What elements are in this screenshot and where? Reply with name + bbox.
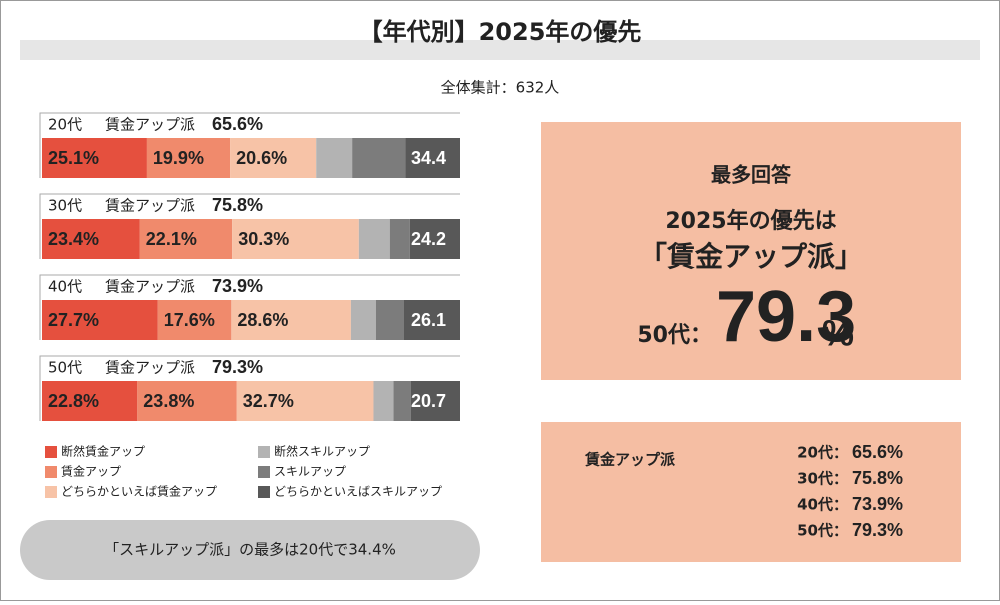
bar-segment <box>358 219 390 259</box>
highlight-value: 79.3 <box>716 277 856 357</box>
legend-swatch <box>258 466 270 478</box>
bar-segment <box>236 381 374 421</box>
legend-label: スキルアップ <box>274 465 346 479</box>
row-total: 73.9% <box>212 276 263 296</box>
bar-segment <box>350 300 376 340</box>
skill-total: 24.2 <box>411 229 446 249</box>
legend-swatch <box>45 486 57 498</box>
highlight-box <box>541 122 961 380</box>
summary-value: 75.8% <box>852 468 903 488</box>
bar-segment <box>403 300 460 340</box>
bar-segment <box>373 381 394 421</box>
summary-label: 20代： <box>797 444 848 462</box>
note-pill <box>20 520 480 580</box>
legend-swatch <box>258 486 270 498</box>
segment-label: 19.9% <box>153 148 204 168</box>
row-label: 50代 <box>48 359 82 377</box>
row-group: 賃金アップ派 <box>105 359 195 377</box>
bar-segment <box>232 219 359 259</box>
bar-segment <box>409 219 460 259</box>
skill-total: 20.7 <box>411 391 446 411</box>
summary-value: 65.6% <box>852 442 903 462</box>
row-group: 賃金アップ派 <box>105 197 195 215</box>
bar-segment <box>316 138 353 178</box>
summary-title: 賃金アップ派 <box>584 451 676 469</box>
segment-label: 22.1% <box>146 229 197 249</box>
legend-label: どちらかといえばスキルアップ <box>274 485 442 499</box>
bar-segment <box>410 381 460 421</box>
segment-label: 22.8% <box>48 391 99 411</box>
segment-label: 32.7% <box>243 391 294 411</box>
summary-box <box>541 422 961 562</box>
legend-swatch <box>45 446 57 458</box>
segment-label: 23.4% <box>48 229 99 249</box>
note: 「スキルアップ派」の最多は20代で34.4% <box>104 541 396 559</box>
segment-label: 28.6% <box>237 310 288 330</box>
highlight-line: 2025年の優先は <box>665 208 836 234</box>
legend-label: 断然スキルアップ <box>274 444 370 459</box>
legend-swatch <box>258 446 270 458</box>
segment-label: 25.1% <box>48 148 99 168</box>
row-total: 65.6% <box>212 114 263 134</box>
segment-label: 30.3% <box>238 229 289 249</box>
bar-segment <box>405 138 460 178</box>
bar-segment <box>137 381 237 421</box>
legend-label: 断然賃金アップ <box>61 444 145 459</box>
legend-swatch <box>45 466 57 478</box>
summary-value: 79.3% <box>852 520 903 540</box>
bar-segment <box>42 300 158 340</box>
row-label: 40代 <box>48 278 82 296</box>
skill-total: 26.1 <box>411 310 446 330</box>
summary-label: 40代： <box>797 496 848 514</box>
bar-segment <box>393 381 411 421</box>
bar-segment <box>42 138 147 178</box>
legend-label: どちらかといえば賃金アップ <box>61 484 217 499</box>
summary-label: 30代： <box>797 470 848 488</box>
bar-segment <box>352 138 406 178</box>
row-group: 賃金アップ派 <box>105 116 195 134</box>
row-frame <box>39 274 460 340</box>
bar-segment <box>157 300 232 340</box>
bar-segment <box>42 381 138 421</box>
segment-label: 23.8% <box>143 391 194 411</box>
highlight-unit: % <box>822 313 854 354</box>
title: 【年代別】2025年の優先 <box>359 18 642 46</box>
segment-label: 20.6% <box>236 148 287 168</box>
bar-segment <box>389 219 410 259</box>
bar-segment <box>146 138 231 178</box>
row-frame <box>39 112 460 178</box>
row-group: 賃金アップ派 <box>105 278 195 296</box>
bar-segment <box>42 219 140 259</box>
segment-label: 17.6% <box>164 310 215 330</box>
row-total: 79.3% <box>212 357 263 377</box>
highlight-line: 「賃金アップ派」 <box>639 240 863 273</box>
segment-label: 27.7% <box>48 310 99 330</box>
legend-label: 賃金アップ <box>61 464 121 479</box>
highlight-group: 50代： <box>637 323 712 348</box>
bar-segment <box>139 219 233 259</box>
row-frame <box>39 355 460 421</box>
row-total: 75.8% <box>212 195 263 215</box>
bar-segment <box>375 300 404 340</box>
row-label: 20代 <box>48 116 82 134</box>
row-label: 30代 <box>48 197 82 215</box>
summary-value: 73.9% <box>852 494 903 514</box>
subtitle: 全体集計：632人 <box>441 79 560 97</box>
bar-segment <box>231 300 351 340</box>
row-frame <box>39 193 460 259</box>
title-band <box>20 40 980 60</box>
highlight-heading: 最多回答 <box>711 163 792 187</box>
bar-segment <box>230 138 317 178</box>
summary-label: 50代： <box>797 522 848 540</box>
skill-total: 34.4 <box>411 148 446 168</box>
